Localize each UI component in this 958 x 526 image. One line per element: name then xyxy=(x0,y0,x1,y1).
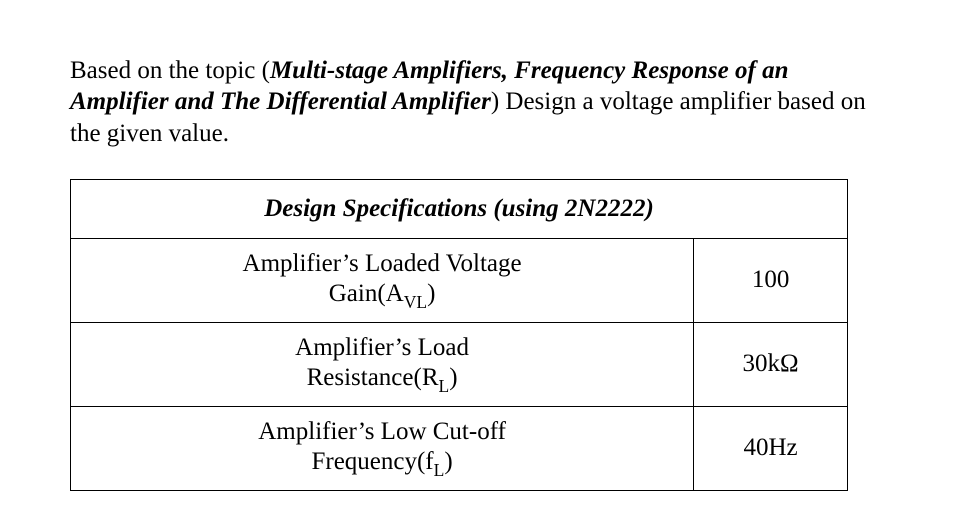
spec-value-cell: 30kΩ xyxy=(694,322,848,406)
spec-label-sub: L xyxy=(439,376,450,396)
document-page: Based on the topic (Multi-stage Amplifie… xyxy=(0,0,958,521)
spec-table: Design Specifications (using 2N2222) Amp… xyxy=(70,179,848,491)
intro-paragraph: Based on the topic (Multi-stage Amplifie… xyxy=(70,55,888,149)
spec-label-post: ) xyxy=(444,448,452,475)
spec-label-cell: Amplifier’s Low Cut-offFrequency(fL) xyxy=(71,406,694,490)
table-header-cell: Design Specifications (using 2N2222) xyxy=(71,179,848,238)
spec-label-pre: Amplifier’s Low Cut-offFrequency(f xyxy=(258,418,506,475)
spec-value-cell: 40Hz xyxy=(694,406,848,490)
spec-label-cell: Amplifier’s Loaded VoltageGain(AVL) xyxy=(71,238,694,322)
spec-label-pre: Amplifier’s Loaded VoltageGain(A xyxy=(243,250,522,307)
table-header-row: Design Specifications (using 2N2222) xyxy=(71,179,848,238)
spec-label-sub: VL xyxy=(404,292,427,312)
spec-value-cell: 100 xyxy=(694,238,848,322)
spec-label-post: ) xyxy=(449,364,457,391)
table-row: Amplifier’s Loaded VoltageGain(AVL) 100 xyxy=(71,238,848,322)
spec-label-sub: L xyxy=(434,460,445,480)
table-row: Amplifier’s Low Cut-offFrequency(fL) 40H… xyxy=(71,406,848,490)
spec-label-post: ) xyxy=(427,280,435,307)
table-row: Amplifier’s LoadResistance(RL) 30kΩ xyxy=(71,322,848,406)
spec-label-cell: Amplifier’s LoadResistance(RL) xyxy=(71,322,694,406)
intro-prefix: Based on the topic ( xyxy=(70,57,270,84)
